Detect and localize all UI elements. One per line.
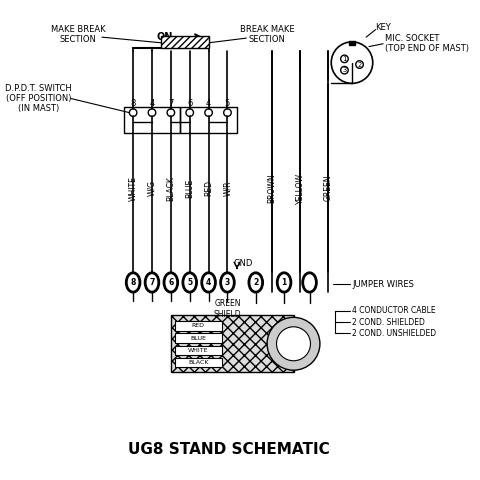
Text: RED: RED [204,180,213,196]
Bar [170,315,293,372]
Bar [174,358,221,367]
Text: 4: 4 [205,278,211,287]
Ellipse shape [166,275,175,290]
Ellipse shape [276,272,291,293]
Text: D.P.D.T. SWITCH
(OFF POSITION)
(IN MAST): D.P.D.T. SWITCH (OFF POSITION) (IN MAST) [5,84,72,113]
Text: 8: 8 [130,278,135,287]
Ellipse shape [219,272,235,293]
Text: 4: 4 [205,99,211,108]
Ellipse shape [201,272,216,293]
Text: UG8 STAND SCHEMATIC: UG8 STAND SCHEMATIC [128,442,330,457]
Ellipse shape [144,272,159,293]
Text: MIC. SOCKET
(TOP END OF MAST): MIC. SOCKET (TOP END OF MAST) [384,34,468,53]
Text: 6: 6 [168,278,173,287]
Text: KEY: KEY [375,23,391,32]
Bar [348,41,354,45]
Bar [180,107,237,133]
Text: BROWN: BROWN [267,173,276,203]
Text: 6: 6 [187,99,192,108]
Text: W/R: W/R [223,180,231,196]
Text: GND: GND [233,259,252,268]
Ellipse shape [301,272,316,293]
Ellipse shape [185,275,194,290]
Ellipse shape [279,275,288,290]
Ellipse shape [147,275,156,290]
Text: 1: 1 [281,278,286,287]
Text: BLUE: BLUE [190,336,206,341]
Ellipse shape [182,272,197,293]
Text: 7: 7 [168,99,173,108]
Text: WHITE: WHITE [128,176,137,201]
Ellipse shape [163,272,178,293]
Ellipse shape [222,275,232,290]
Bar [161,36,208,48]
Text: 8: 8 [130,99,135,108]
Ellipse shape [304,275,313,290]
Ellipse shape [248,272,263,293]
Text: YELLOW: YELLOW [295,173,304,204]
Text: 7: 7 [149,278,155,287]
Ellipse shape [128,275,138,290]
Bar [123,107,180,133]
Text: BREAK MAKE
SECTION: BREAK MAKE SECTION [239,24,294,44]
Text: GREEN
SHIELD: GREEN SHIELD [213,299,241,319]
Text: 2 COND. SHIELDED: 2 COND. SHIELDED [351,318,424,326]
Text: 5: 5 [224,99,229,108]
Ellipse shape [125,272,140,293]
Text: 4: 4 [149,99,154,108]
Text: 2: 2 [252,278,258,287]
Text: RED: RED [192,324,204,328]
Text: W/G: W/G [147,180,156,196]
Ellipse shape [204,275,213,290]
Text: 3: 3 [342,67,346,73]
Text: 4 CONDUCTOR CABLE: 4 CONDUCTOR CABLE [351,306,435,315]
Bar [174,321,221,331]
Text: BLACK: BLACK [188,360,208,365]
Bar [174,346,221,355]
Ellipse shape [251,275,260,290]
Circle shape [276,327,310,361]
Text: 1: 1 [342,56,346,62]
Text: WHITE: WHITE [188,348,208,353]
Text: BLUE: BLUE [185,179,194,198]
Text: MAKE BREAK
SECTION: MAKE BREAK SECTION [51,24,106,44]
Text: BLACK: BLACK [166,176,175,201]
Text: ON: ON [156,32,172,42]
Circle shape [266,317,319,370]
Text: 5: 5 [187,278,192,287]
Text: GREEN: GREEN [323,175,332,201]
Text: JUMPER WIRES: JUMPER WIRES [351,280,413,289]
Text: 2 COND. UNSHIELDED: 2 COND. UNSHIELDED [351,329,435,338]
Bar [174,334,221,343]
Text: 3: 3 [224,278,229,287]
Text: 2: 2 [357,61,361,68]
